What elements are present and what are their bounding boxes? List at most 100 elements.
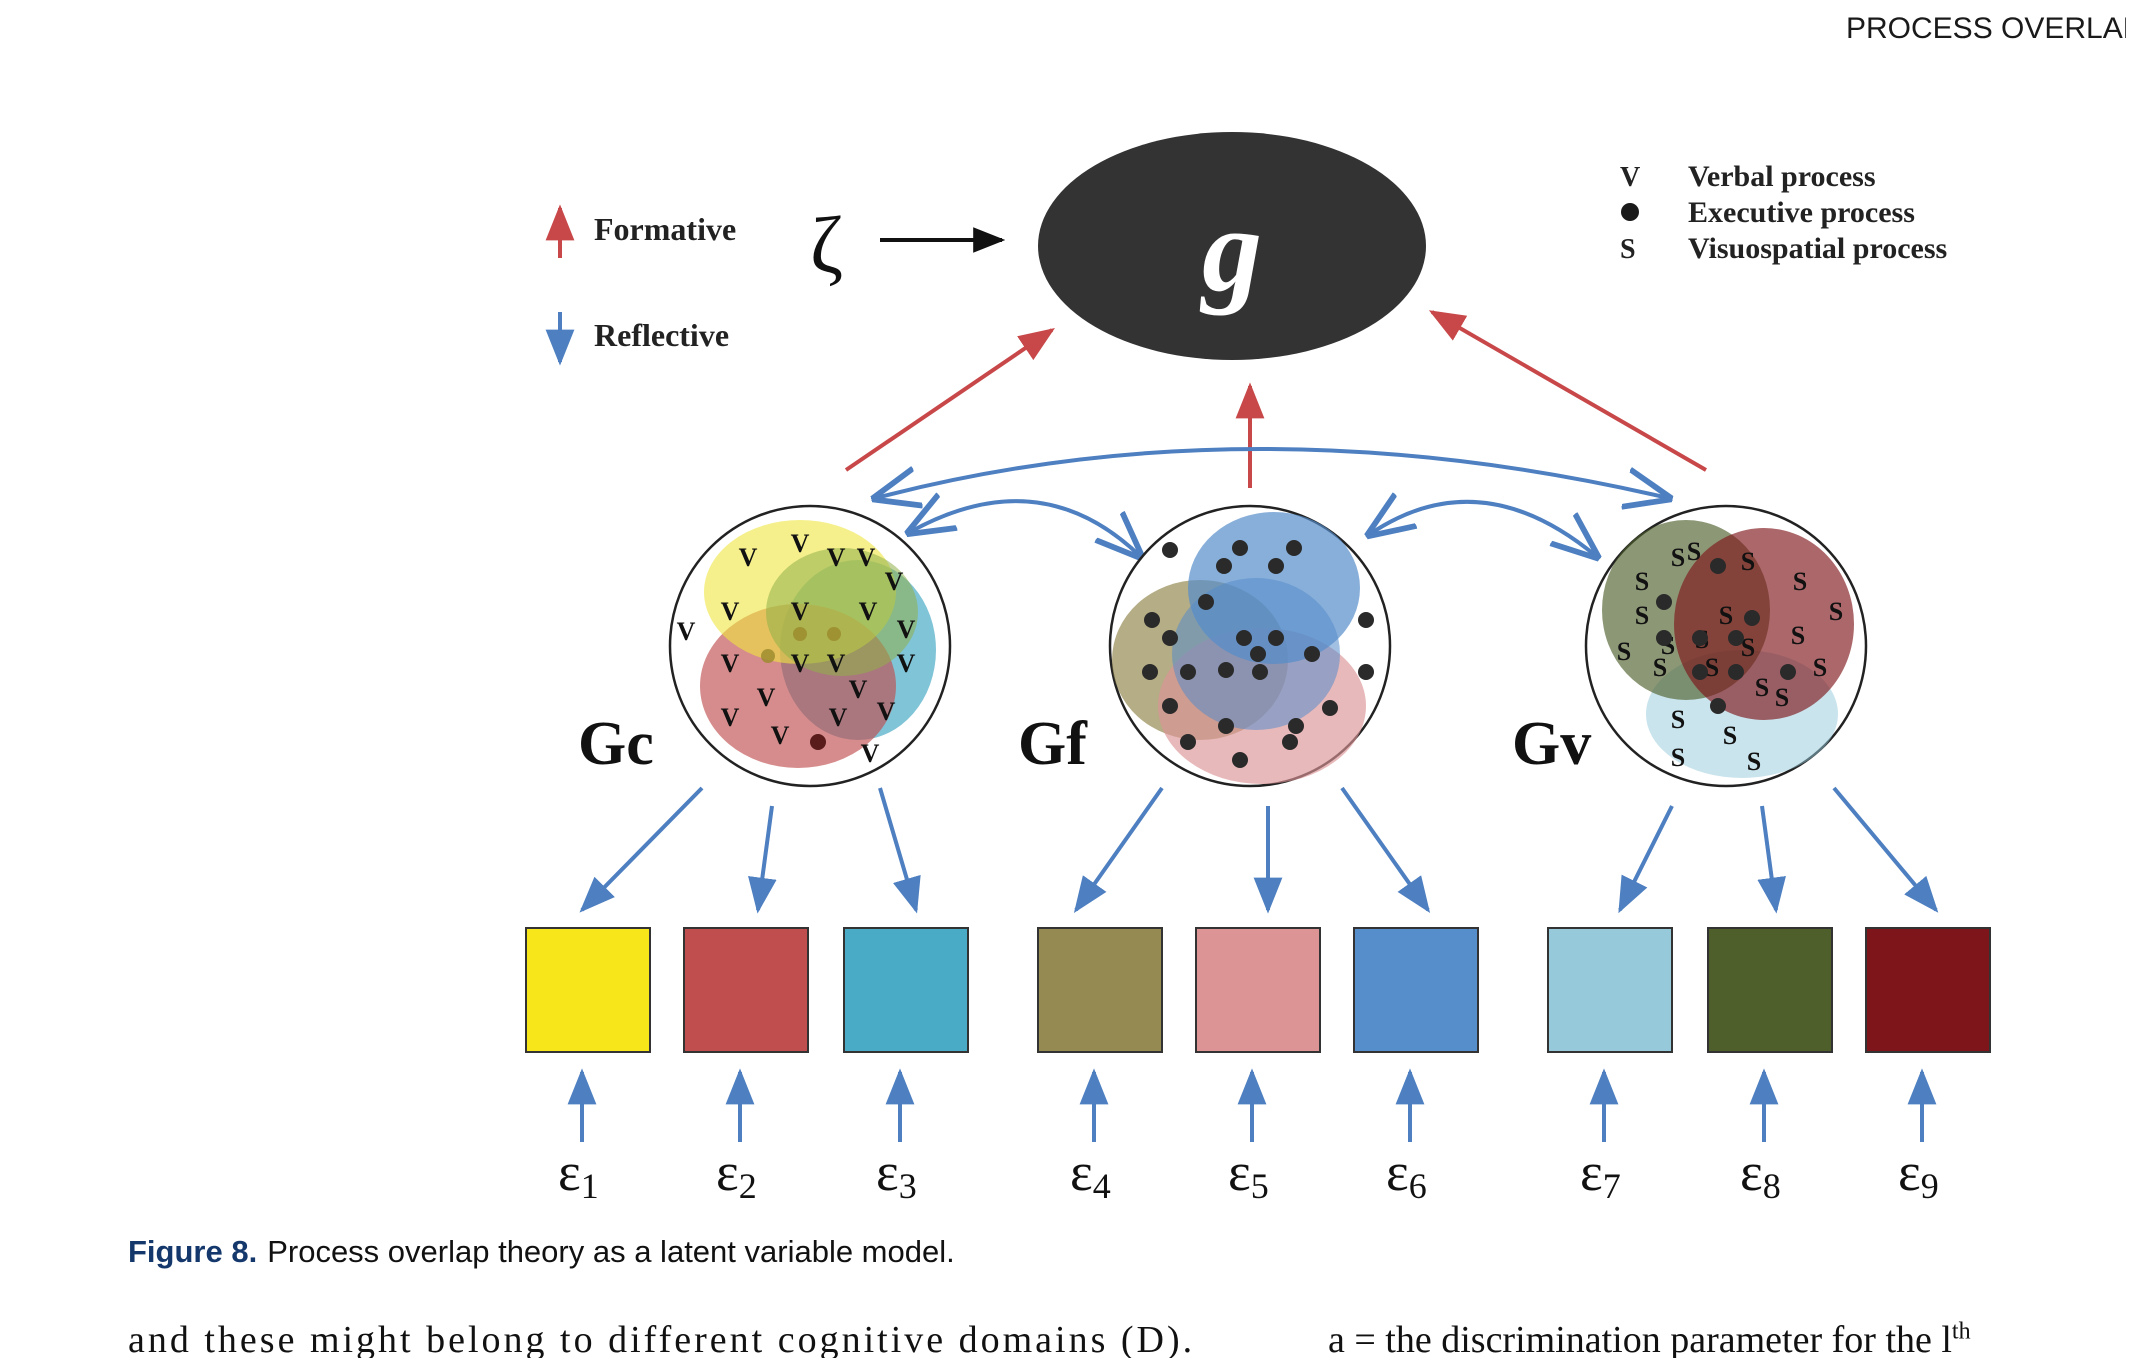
error-index: 4	[1093, 1166, 1111, 1206]
verbal-marker: V	[721, 597, 740, 626]
zeta-label: ζ	[810, 202, 843, 290]
executive-dot	[1692, 664, 1708, 680]
spatial-marker: S	[1755, 673, 1769, 702]
executive-dot	[1692, 630, 1708, 646]
executive-dot	[1710, 698, 1726, 714]
indicator-box	[843, 927, 969, 1053]
executive-dot	[1252, 664, 1268, 680]
figure-caption-text: Process overlap theory as a latent varia…	[267, 1234, 955, 1269]
executive-dot	[1268, 558, 1284, 574]
gc-executive-dot	[793, 627, 807, 641]
executive-dot	[1142, 664, 1158, 680]
verbal-marker: V	[771, 721, 790, 750]
executive-dot	[1656, 630, 1672, 646]
verbal-marker: V	[849, 675, 868, 704]
indicator-box	[525, 927, 651, 1053]
spatial-marker: S	[1653, 653, 1667, 682]
executive-dot	[1232, 752, 1248, 768]
gv-spatial-markers: SSSSSSSSSSSSSSSSSSSSSS	[1617, 537, 1843, 776]
reflective-arrow	[579, 786, 704, 913]
error-term: ε7	[1580, 1142, 1621, 1206]
error-term: ε2	[716, 1142, 757, 1206]
executive-dot	[1162, 542, 1178, 558]
error-arrows	[567, 1068, 1937, 1142]
executive-dot	[1710, 558, 1726, 574]
formative-legend-label: Formative	[594, 211, 736, 247]
body-text-superscript: th	[1951, 1318, 1971, 1345]
error-terms: ε1 ε2 ε3 ε4 ε5 ε6 ε7 ε8 ε9	[558, 1142, 1939, 1206]
gf-label: Gf	[1018, 710, 1088, 778]
spatial-marker: S	[1635, 601, 1649, 630]
error-index: 8	[1763, 1166, 1781, 1206]
body-text-right-main: a = the discrimination parameter for the…	[1328, 1319, 1952, 1358]
error-term: ε4	[1070, 1142, 1111, 1206]
executive-dot	[1728, 630, 1744, 646]
figure-caption-label: Figure 8.	[128, 1234, 258, 1269]
executive-dot	[1780, 664, 1796, 680]
gf-gv-covariance	[1370, 502, 1596, 556]
body-text-right: a = the discrimination parameter for the…	[1328, 1318, 1971, 1358]
executive-dot	[1162, 630, 1178, 646]
error-index: 2	[739, 1166, 757, 1206]
spatial-marker: S	[1671, 743, 1685, 772]
gv-ellipse-darkred	[1674, 528, 1854, 720]
spatial-marker: S	[1719, 601, 1733, 630]
spatial-marker: S	[1671, 543, 1685, 572]
spatial-marker: S	[1671, 705, 1685, 734]
reflective-arrow	[1340, 786, 1431, 913]
spatial-marker: S	[1813, 653, 1827, 682]
verbal-marker: V	[877, 697, 896, 726]
executive-dot	[1358, 612, 1374, 628]
legend-processes: V Verbal process Executive process S Vis…	[1620, 160, 1947, 265]
verbal-marker: V	[859, 597, 878, 626]
error-index: 3	[899, 1166, 917, 1206]
gv-to-g-arrow	[1428, 310, 1707, 472]
error-index: 5	[1251, 1166, 1269, 1206]
spatial-marker: S	[1775, 683, 1789, 712]
gc-ellipse-green	[766, 548, 918, 676]
spatial-marker: S	[1705, 653, 1719, 682]
verbal-marker: V	[721, 649, 740, 678]
verbal-marker: V	[677, 617, 696, 646]
error-index: 7	[1603, 1166, 1621, 1206]
reflective-arrow	[1618, 805, 1674, 914]
verbal-marker: V	[721, 703, 740, 732]
indicator-box	[1195, 927, 1321, 1053]
gf-factor	[1108, 504, 1392, 788]
spatial-marker: S	[1741, 633, 1755, 662]
verbal-marker: V	[791, 597, 810, 626]
executive-dot	[1288, 718, 1304, 734]
spatial-marker: S	[1617, 637, 1631, 666]
spatial-marker: S	[1723, 721, 1737, 750]
executive-dot	[1216, 558, 1232, 574]
verbal-marker: V	[739, 543, 758, 572]
verbal-marker: V	[827, 649, 846, 678]
verbal-marker: V	[791, 649, 810, 678]
spatial-marker: S	[1635, 567, 1649, 596]
running-head: PROCESS OVERLAP TH	[1846, 12, 2126, 45]
executive-dot	[1162, 698, 1178, 714]
verbal-marker: V	[861, 739, 880, 768]
verbal-legend-symbol: V	[1620, 162, 1640, 193]
latent-variable-model-figure: Formative Reflective ζ g V Verbal proces…	[525, 132, 1991, 1206]
gv-executive-dots	[1656, 558, 1796, 714]
body-text-line: and these might belong to different cogn…	[128, 1318, 2139, 1358]
indicator-box	[1865, 927, 1991, 1053]
executive-dot	[1286, 540, 1302, 556]
indicator-boxes	[525, 927, 1991, 1053]
verbal-marker: V	[827, 543, 846, 572]
gc-label: Gc	[578, 710, 654, 778]
executive-dot	[1250, 646, 1266, 662]
error-term: ε5	[1228, 1142, 1269, 1206]
executive-dot	[1198, 594, 1214, 610]
gf-executive-dots	[1142, 540, 1374, 768]
g-node	[1038, 132, 1426, 360]
body-text-left: and these might belong to different cogn…	[128, 1319, 1196, 1358]
gc-to-g-arrow	[844, 327, 1055, 472]
executive-dot	[1358, 664, 1374, 680]
error-index: 9	[1921, 1166, 1939, 1206]
error-term: ε6	[1386, 1142, 1427, 1206]
reflective-arrow	[1757, 805, 1786, 914]
indicator-box	[1037, 927, 1163, 1053]
spatial-marker: S	[1741, 547, 1755, 576]
